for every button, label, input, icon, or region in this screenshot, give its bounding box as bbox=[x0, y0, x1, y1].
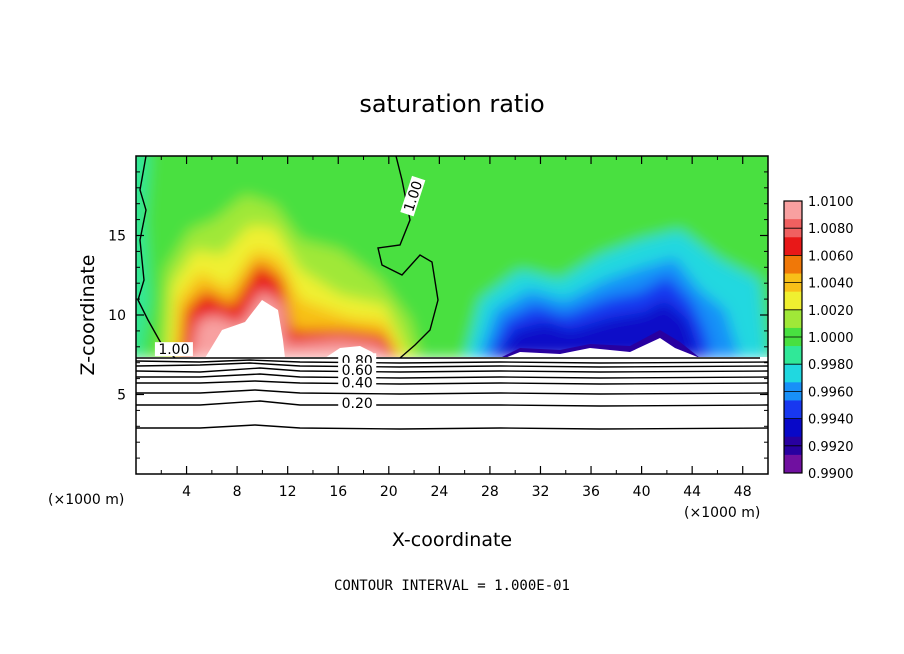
colorbar-label: 1.0080 bbox=[808, 222, 854, 237]
contour-label-group: 0.20 bbox=[338, 396, 377, 412]
colorbar-label: 0.9920 bbox=[808, 440, 854, 455]
contour-label-group: 1.00 bbox=[154, 342, 193, 358]
y-tick-label: 5 bbox=[117, 388, 126, 404]
x-tick-label: 8 bbox=[233, 484, 242, 500]
region-dry-layer bbox=[136, 357, 768, 474]
x-axis-label: X-coordinate bbox=[392, 529, 512, 551]
colorbar: 1.0100 1.0080 1.0060 1.0040 1.0020 1.0000 0.99… bbox=[783, 195, 854, 482]
contour-label-bg bbox=[338, 362, 377, 377]
colorbar-swatch bbox=[784, 255, 802, 275]
contour-label-bg bbox=[338, 396, 377, 411]
colorbar-label: 1.0040 bbox=[808, 277, 854, 292]
colorbar-swatch bbox=[784, 291, 802, 311]
colorbar-swatch bbox=[784, 454, 802, 474]
colorbar-swatch bbox=[784, 201, 802, 220]
colorbar-label: 1.0100 bbox=[808, 195, 854, 210]
colorbar-label: 0.9980 bbox=[808, 358, 854, 373]
region-white-left bbox=[205, 300, 285, 358]
contour-label: 0.20 bbox=[342, 396, 373, 412]
contour-line-0-10 bbox=[136, 424, 768, 430]
x-tick-label: 16 bbox=[329, 484, 347, 500]
x-tick-label: 32 bbox=[532, 484, 550, 500]
contour-label: 0.60 bbox=[342, 363, 373, 379]
x-tick-label: 44 bbox=[683, 484, 701, 500]
contour-label: 0.40 bbox=[342, 376, 373, 392]
colorbar-swatch bbox=[784, 237, 802, 256]
y-tick-label: 15 bbox=[108, 229, 126, 245]
colorbar-label: 1.0060 bbox=[808, 249, 854, 264]
region-white-dry-bumps bbox=[505, 338, 700, 358]
contour-line-0-30 bbox=[136, 389, 768, 395]
region-left-edge bbox=[136, 156, 150, 358]
y-axis-ticks: 5 10 15 bbox=[108, 171, 768, 459]
x-axis-ticks: 4 8 12 16 20 24 28 32 36 40 44 48 bbox=[160, 156, 752, 500]
contour-label-bg bbox=[154, 342, 193, 357]
colorbar-swatch bbox=[784, 309, 802, 329]
colorbar-label: 0.9940 bbox=[808, 413, 854, 428]
colorbar-swatch bbox=[784, 400, 802, 420]
y-axis-label: Z-coordinate bbox=[77, 255, 99, 376]
contour-label-group: 0.60 bbox=[338, 362, 377, 379]
x-tick-label: 40 bbox=[633, 484, 651, 500]
contour-line-1-00-left bbox=[137, 156, 176, 359]
x-tick-label: 12 bbox=[279, 484, 297, 500]
colorbar-label: 1.0020 bbox=[808, 304, 854, 319]
x-tick-label: 28 bbox=[481, 484, 499, 500]
x-tick-label: 36 bbox=[582, 484, 600, 500]
colorbar-swatch bbox=[784, 418, 802, 438]
x-tick-label: 48 bbox=[734, 484, 752, 500]
y-tick-label: 10 bbox=[108, 308, 126, 324]
x-unit-label-right: (×1000 m) bbox=[684, 505, 760, 521]
contour-label-group: 0.40 bbox=[338, 375, 377, 392]
x-tick-label: 20 bbox=[380, 484, 398, 500]
contour-line-1-00-mid bbox=[377, 156, 439, 359]
colorbar-label: 0.9900 bbox=[808, 467, 854, 482]
colorbar-swatch bbox=[784, 346, 802, 365]
colorbar-label: 1.0000 bbox=[808, 331, 854, 346]
contour-label-bg bbox=[400, 175, 426, 217]
x-tick-label: 24 bbox=[430, 484, 448, 500]
contour-label-bg bbox=[338, 375, 377, 390]
x-tick-label: 4 bbox=[182, 484, 191, 500]
colorbar-swatch bbox=[784, 364, 802, 383]
colorbar-label: 0.9960 bbox=[808, 385, 854, 400]
contour-labels: 1.001.000.800.600.400.20 bbox=[154, 175, 426, 412]
x-unit-label-left: (×1000 m) bbox=[48, 492, 124, 508]
chart-title: saturation ratio bbox=[359, 90, 544, 118]
contour-interval-note: CONTOUR INTERVAL = 1.000E-01 bbox=[334, 578, 570, 594]
heatmap-field bbox=[136, 156, 768, 474]
contour-label: 1.00 bbox=[158, 342, 189, 358]
